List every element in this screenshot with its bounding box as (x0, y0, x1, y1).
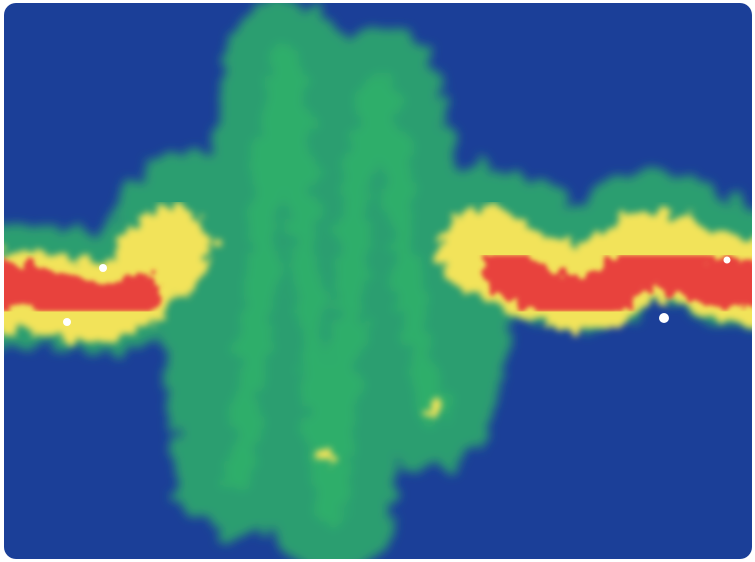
heatmap-image (0, 0, 755, 562)
image-area (0, 0, 755, 562)
page (0, 0, 755, 562)
hot-spot (724, 257, 731, 264)
hot-spot (659, 313, 669, 323)
hot-spot (99, 264, 107, 272)
hot-spot (63, 318, 71, 326)
